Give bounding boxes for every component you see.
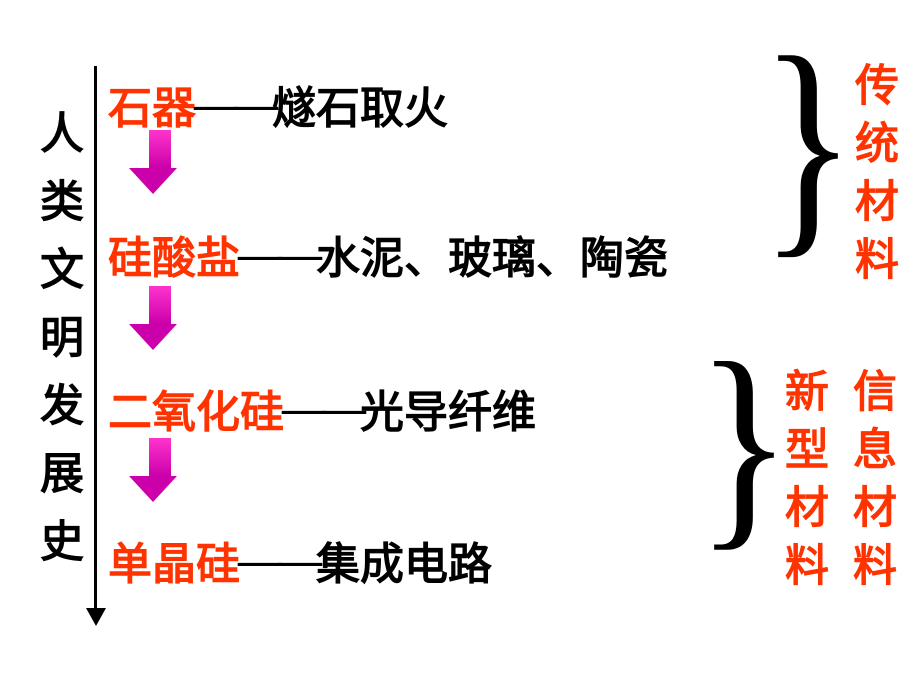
- progress-arrow-icon: [142, 286, 177, 350]
- stage-term: 石器: [108, 72, 196, 136]
- stage-desc: 燧石取火: [272, 72, 448, 136]
- dash-connector: ——: [238, 535, 318, 586]
- dash-connector: ——: [282, 383, 362, 434]
- dash-connector: ——: [238, 229, 318, 280]
- stage-desc: 光导纤维: [360, 376, 536, 440]
- category-traditional: 传统材料: [840, 62, 904, 294]
- timeline-arrowhead: [86, 608, 106, 626]
- stage-row-sio2: 二氧化硅 —— 光导纤维: [108, 376, 536, 440]
- category-new: 新型材料: [770, 368, 834, 600]
- stage-desc: 集成电路: [316, 528, 492, 592]
- category-info: 信息材料: [838, 368, 902, 600]
- stage-row-silicon: 单晶硅 —— 集成电路: [108, 528, 492, 592]
- stage-desc: 水泥、玻璃、陶瓷: [316, 222, 668, 286]
- stage-row-silicate: 硅酸盐 —— 水泥、玻璃、陶瓷: [108, 222, 668, 286]
- progress-arrow-icon: [142, 438, 177, 502]
- main-title: 人类文明发展史: [25, 110, 89, 586]
- stage-term: 单晶硅: [108, 528, 240, 592]
- progress-arrow-icon: [142, 130, 177, 194]
- dash-connector: ——: [194, 79, 274, 130]
- timeline-axis: [94, 66, 97, 612]
- stage-row-stone: 石器 —— 燧石取火: [108, 72, 448, 136]
- stage-term: 二氧化硅: [108, 376, 284, 440]
- stage-term: 硅酸盐: [108, 222, 240, 286]
